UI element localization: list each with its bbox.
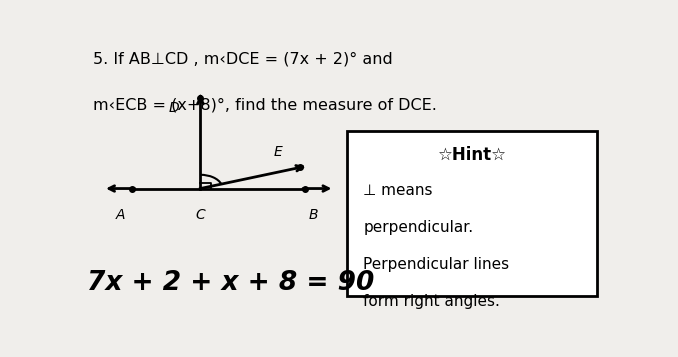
Text: E: E: [273, 145, 282, 159]
FancyBboxPatch shape: [348, 131, 597, 296]
Text: B: B: [308, 208, 318, 222]
Text: m‹ECB = (x+8)°, find the measure of DCE.: m‹ECB = (x+8)°, find the measure of DCE.: [93, 98, 437, 113]
Text: 7x + 2 + x + 8 = 90: 7x + 2 + x + 8 = 90: [87, 270, 375, 296]
Text: ☆Hint☆: ☆Hint☆: [438, 146, 506, 164]
Text: D: D: [169, 101, 179, 115]
Text: ⊥ means: ⊥ means: [363, 183, 433, 198]
Text: form right angles.: form right angles.: [363, 295, 500, 310]
Text: 5. If AB⊥CD , m‹DCE = (7x + 2)° and: 5. If AB⊥CD , m‹DCE = (7x + 2)° and: [93, 51, 393, 66]
Text: Perpendicular lines: Perpendicular lines: [363, 257, 509, 272]
Text: C: C: [195, 208, 205, 222]
Text: perpendicular.: perpendicular.: [363, 220, 473, 235]
Text: A: A: [116, 208, 125, 222]
